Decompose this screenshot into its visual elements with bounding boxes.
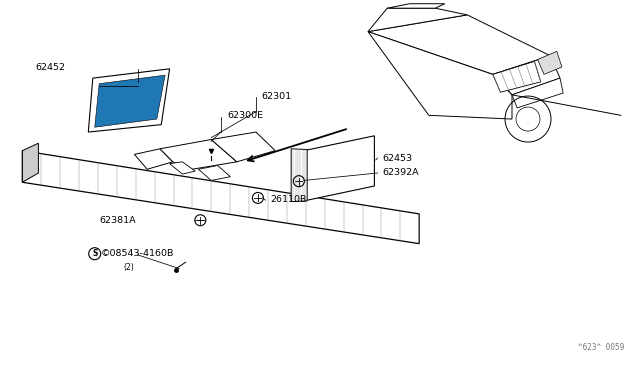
- Polygon shape: [160, 140, 237, 169]
- Polygon shape: [368, 8, 467, 32]
- Text: 26110B: 26110B: [270, 195, 307, 204]
- Polygon shape: [170, 162, 195, 174]
- Polygon shape: [538, 51, 562, 74]
- Polygon shape: [368, 32, 512, 119]
- Text: 62452: 62452: [35, 63, 65, 72]
- Polygon shape: [211, 132, 275, 162]
- Text: ^623^ 0059: ^623^ 0059: [578, 343, 624, 352]
- Text: 62381A: 62381A: [99, 216, 136, 225]
- Polygon shape: [512, 78, 563, 108]
- Text: 62453: 62453: [383, 154, 413, 163]
- Text: S: S: [92, 249, 97, 258]
- Polygon shape: [493, 56, 560, 95]
- Text: 62392A: 62392A: [383, 169, 419, 177]
- Text: 62301: 62301: [261, 92, 291, 101]
- Text: ©08543-4160B: ©08543-4160B: [101, 249, 175, 258]
- Polygon shape: [387, 4, 445, 8]
- Polygon shape: [95, 75, 165, 127]
- Polygon shape: [368, 15, 550, 74]
- Polygon shape: [22, 143, 38, 182]
- Polygon shape: [88, 69, 170, 132]
- Polygon shape: [22, 151, 419, 244]
- Text: 62300E: 62300E: [227, 111, 263, 120]
- Text: (2): (2): [124, 263, 134, 272]
- Polygon shape: [304, 136, 374, 201]
- Polygon shape: [291, 149, 307, 202]
- Polygon shape: [198, 166, 230, 180]
- Polygon shape: [134, 149, 173, 169]
- Polygon shape: [493, 61, 541, 92]
